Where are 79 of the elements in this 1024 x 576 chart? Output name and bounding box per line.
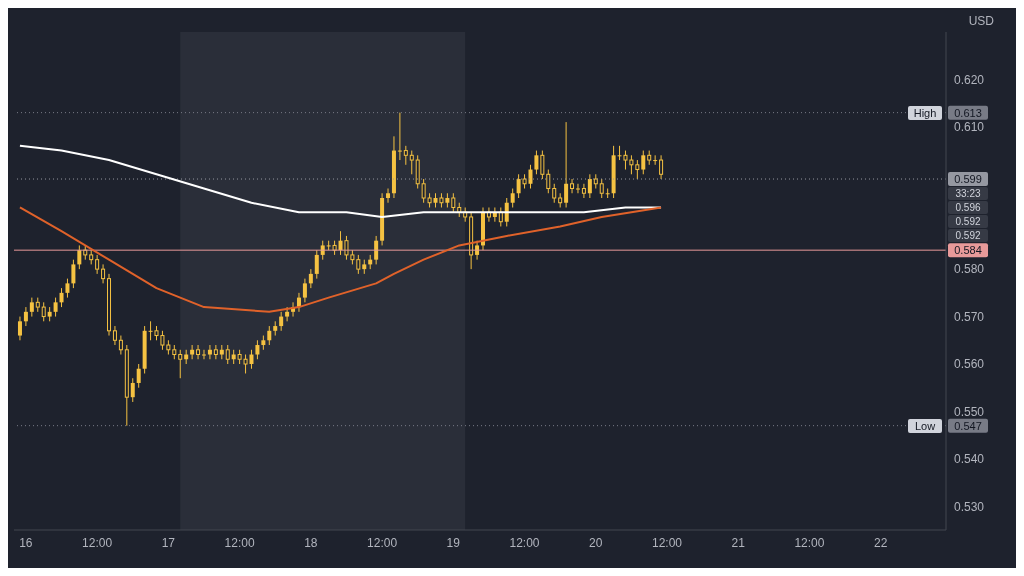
x-tick-label: 17: [161, 535, 176, 550]
candlestick: [386, 188, 391, 204]
candlestick: [285, 306, 290, 322]
candlestick: [409, 150, 414, 175]
x-tick-label: 12:00: [794, 535, 825, 550]
candlestick: [397, 112, 402, 161]
candlestick: [374, 235, 379, 265]
candlestick: [65, 278, 70, 299]
candlestick: [201, 349, 206, 360]
ref-line-label: 0.547: [954, 419, 982, 432]
candlestick: [279, 311, 284, 332]
candlestick: [534, 150, 539, 175]
candlestick: [59, 287, 64, 308]
candlestick: [570, 178, 575, 194]
y-tick-label: 0.560: [954, 357, 985, 372]
candlestick: [581, 183, 586, 199]
candlestick: [314, 249, 319, 280]
candlestick: [207, 344, 212, 360]
y-axis-title: USD: [968, 14, 994, 28]
candlestick: [659, 154, 664, 180]
x-tick-label: 12:00: [224, 535, 255, 550]
y-tick-label: 0.580: [954, 262, 985, 277]
candlestick: [653, 154, 658, 166]
x-tick-label: 20: [589, 535, 603, 550]
candlestick: [190, 344, 195, 360]
candlestick: [71, 259, 76, 289]
candlestick: [17, 316, 22, 341]
y-tick-label: 0.620: [954, 72, 985, 87]
y-tick-label: 0.550: [954, 404, 985, 419]
candlestick: [510, 188, 515, 208]
candlestick: [599, 178, 604, 199]
y-tick-label: 0.570: [954, 309, 985, 324]
text: 33:23: [948, 187, 988, 200]
candlestick: [403, 145, 408, 166]
text: 0.596: [948, 201, 988, 214]
text: 0.592: [948, 229, 988, 242]
x-tick-label: 12:00: [509, 535, 540, 550]
candlestick: [552, 183, 557, 204]
x-tick-label: 22: [874, 535, 888, 550]
text: 0.592: [948, 215, 988, 228]
candlestick: [95, 254, 100, 275]
x-tick-label: 19: [446, 535, 461, 550]
ref-line-label: 0.599: [954, 173, 982, 186]
x-tick-label: 12:00: [651, 535, 683, 550]
candlestick: [29, 297, 34, 318]
y-tick-label: 0.540: [954, 452, 985, 467]
candlestick: [308, 268, 313, 289]
candlestick: [255, 339, 260, 360]
candlestick: [53, 297, 58, 318]
candlestick: [213, 344, 218, 360]
x-tick-label: 12:00: [82, 535, 113, 550]
x-tick-label: 18: [304, 535, 318, 550]
candlestick: [564, 121, 569, 208]
candlestick: [101, 263, 106, 284]
candlestick: [196, 344, 201, 360]
candlestick: [225, 344, 230, 365]
candlestick: [587, 173, 592, 199]
candlestick: [118, 335, 123, 356]
x-tick-label: 21: [731, 535, 746, 550]
ref-line-label: 0.613: [954, 106, 982, 119]
x-tick-label: 12:00: [367, 535, 398, 550]
annotation: High: [908, 105, 942, 120]
candlestick: [575, 183, 580, 194]
x-tick-label: 16: [19, 535, 33, 550]
candlestick: [451, 192, 456, 213]
y-tick-label: 0.610: [954, 120, 985, 135]
annotation: Low: [908, 418, 942, 433]
candlestick: [77, 244, 82, 270]
candlestick: [41, 301, 46, 322]
candlestick: [302, 278, 307, 303]
candlestick: [112, 325, 117, 346]
candlestick: [23, 306, 28, 327]
y-tick-label: 0.530: [954, 499, 985, 514]
candlestick: [267, 325, 272, 346]
candlestick: [130, 377, 135, 403]
candlestick: [641, 150, 646, 175]
candlestick: [320, 240, 325, 261]
ref-line-label: 0.584: [954, 244, 982, 257]
candlestick: [136, 363, 141, 389]
